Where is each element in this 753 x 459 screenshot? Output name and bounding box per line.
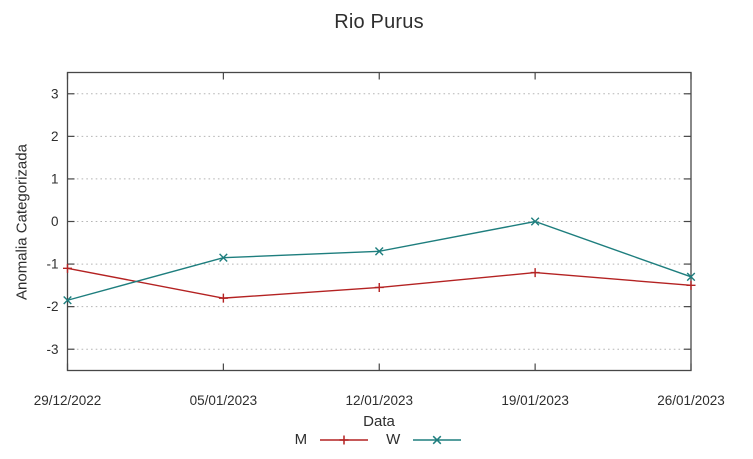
marker-plus-M <box>218 293 228 303</box>
legend-sample-marker-plus <box>339 435 349 444</box>
legend-item-M: M <box>295 431 371 448</box>
y-tick-label: 3 <box>51 86 59 101</box>
y-tick-label: -1 <box>46 257 58 272</box>
legend-item-W: W <box>386 431 463 448</box>
y-tick-label: 0 <box>51 214 59 229</box>
x-tick-label: 12/01/2023 <box>345 393 413 408</box>
marker-plus-M <box>63 263 72 273</box>
x-axis-label: Data <box>363 413 395 430</box>
marker-cross-W <box>686 272 696 282</box>
marker-cross-W <box>374 247 384 256</box>
marker-plus-M <box>530 268 540 278</box>
x-tick-label: 05/01/2023 <box>190 393 258 408</box>
y-tick-label: -2 <box>46 299 58 314</box>
legend-sample-M <box>320 435 369 444</box>
legend-sample-marker-cross <box>432 435 442 444</box>
marker-cross-W <box>530 217 540 226</box>
x-tick-label: 29/12/2022 <box>34 393 102 408</box>
y-tick-label: -3 <box>46 342 58 357</box>
y-tick-label: 2 <box>51 129 59 144</box>
x-tick-label: 19/01/2023 <box>501 393 569 408</box>
y-tick-label: 1 <box>51 172 59 187</box>
marker-cross-W <box>63 295 72 305</box>
marker-plus-M <box>374 282 384 292</box>
x-tick-label: 26/01/2023 <box>657 393 725 408</box>
legend-label-W: W <box>386 431 401 448</box>
legend-sample-W <box>413 435 462 444</box>
marker-cross-W <box>219 253 228 262</box>
marker-plus-M <box>686 280 696 290</box>
legend-label-M: M <box>294 431 308 448</box>
plot-border <box>66 71 692 372</box>
chart-title: Rio Purus <box>334 11 424 33</box>
